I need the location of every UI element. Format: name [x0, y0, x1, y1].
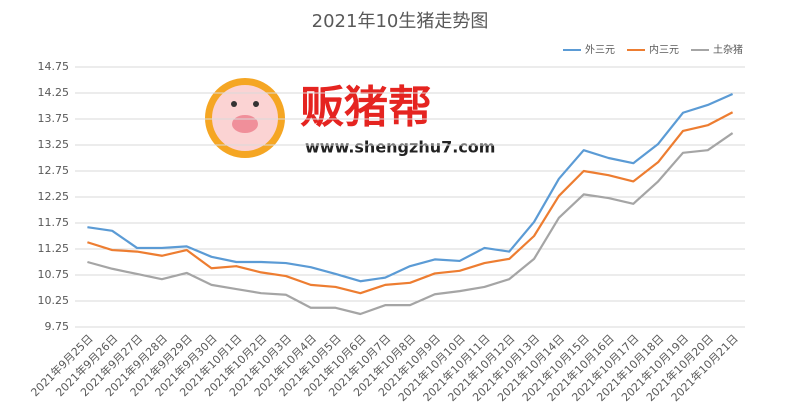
watermark: 贩猪帮 www.shengzhu7.com — [205, 78, 495, 158]
y-tick-label: 14.75 — [38, 60, 70, 73]
y-tick-label: 11.75 — [38, 216, 70, 229]
series-line — [87, 93, 734, 283]
y-tick-label: 11.25 — [38, 242, 70, 255]
logo-eye — [253, 101, 259, 107]
y-tick-label: 14.25 — [38, 86, 70, 99]
legend-label: 内三元 — [649, 43, 679, 56]
chart-title: 2021年10生猪走势图 — [312, 11, 489, 32]
y-tick-label: 10.75 — [38, 268, 70, 281]
logo-snout — [232, 115, 258, 133]
y-tick-label: 10.25 — [38, 294, 70, 307]
y-tick-label: 13.25 — [38, 138, 70, 151]
y-tick-label: 13.75 — [38, 112, 70, 125]
y-tick-label: 9.75 — [45, 320, 70, 333]
series-line — [87, 111, 734, 295]
logo-eye — [231, 101, 237, 107]
legend-label: 外三元 — [585, 44, 615, 56]
y-tick-label: 12.25 — [38, 190, 70, 203]
logo-text: 贩猪帮 — [300, 82, 432, 133]
logo-url: www.shengzhu7.com — [305, 138, 495, 157]
legend-label: 土杂猪 — [713, 43, 743, 56]
y-tick-label: 12.75 — [38, 164, 70, 177]
series-line — [87, 132, 734, 316]
